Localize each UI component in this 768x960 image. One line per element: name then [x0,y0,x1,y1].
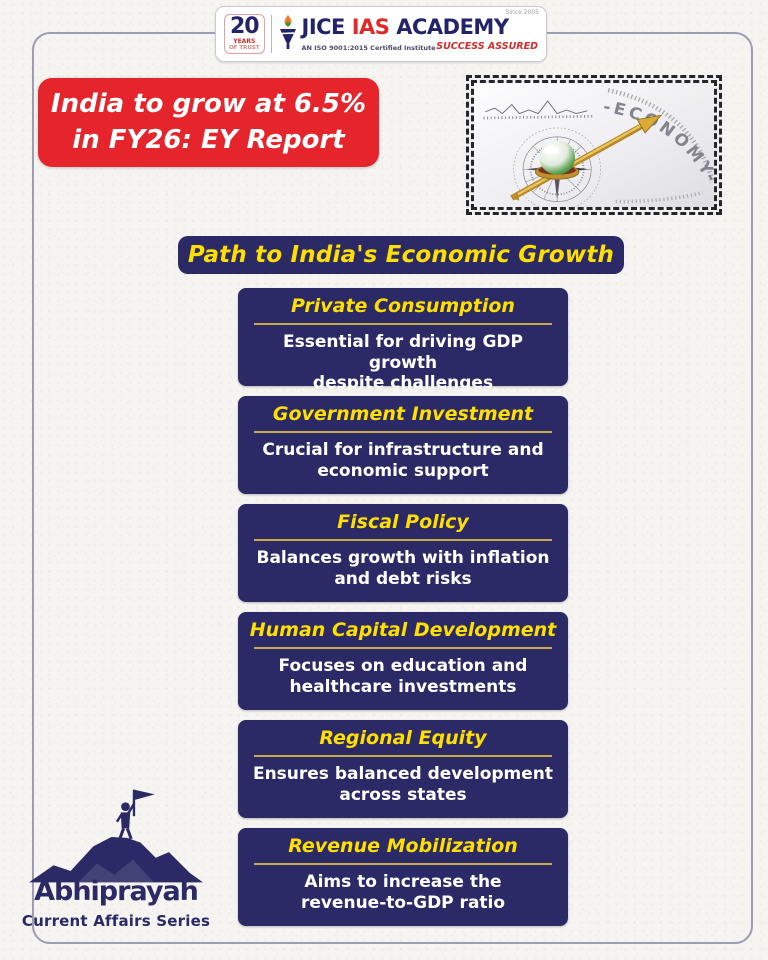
brand-subline: AN ISO 9001:2015 Certified Institute SUC… [302,41,538,52]
years-label: YEARS [233,38,256,46]
section-title: Path to India's Economic Growth [178,236,624,274]
card-divider [254,754,552,757]
compass-illustration: -ECONOMY- [474,83,714,207]
golden-arrow [510,114,663,201]
compass-orb [534,140,580,180]
card-title: Human Capital Development [249,619,557,641]
economy-compass-frame: -ECONOMY- [471,80,717,210]
card-fiscal-policy: Fiscal Policy Balances growth with infla… [238,504,568,602]
vertical-divider [270,15,272,53]
headline-banner: India to grow at 6.5% in FY26: EY Report [38,78,379,167]
brand-jice: JICE [301,14,346,39]
card-body: Ensures balanced development across stat… [252,763,554,805]
card-title: Private Consumption [291,295,515,317]
years-of-trust-badge: 20 YEARS OF TRUST [224,14,265,54]
card-government-investment: Government Investment Crucial for infras… [238,396,568,494]
seismograph-line [485,100,588,115]
brand-ias: IAS [351,14,390,39]
card-body: Crucial for infrastructure and economic … [262,439,544,481]
card-title: Regional Equity [319,727,487,749]
current-affairs-series-label: Current Affairs Series [21,912,211,930]
headline-line2: in FY26: EY Report [72,124,345,155]
torch-icon [278,14,298,54]
card-private-consumption: Private Consumption Essential for drivin… [238,288,568,393]
brand-name: JICE IAS ACADEMY [301,14,538,39]
card-body: Focuses on education and healthcare inve… [278,655,528,697]
card-body: Balances growth with inflation and debt … [256,547,550,589]
card-body: Essential for driving GDP growth despite… [282,331,524,394]
card-divider [254,862,552,865]
brand-academy: ACADEMY [396,14,509,39]
abhiprayah-logo: Abhiprayah Current Affairs Series [14,784,218,930]
headline-line1: India to grow at 6.5% [50,89,367,120]
brand-header: Since 2005 20 YEARS OF TRUST JICE IAS AC… [215,6,547,62]
success-assured-tagline: SUCCESS ASSURED [436,40,538,52]
card-title: Government Investment [272,403,534,425]
card-divider [254,538,552,541]
trust-label: OF TRUST [229,45,260,52]
card-body: Aims to increase the revenue-to-GDP rati… [300,871,506,913]
abhiprayah-wordmark: Abhiprayah [34,876,199,907]
card-divider [254,430,552,433]
card-divider [254,646,552,649]
card-title: Fiscal Policy [337,511,469,533]
economy-compass-image: -ECONOMY- [466,75,722,215]
card-regional-equity: Regional Equity Ensures balanced develop… [238,720,568,818]
card-revenue-mobilization: Revenue Mobilization Aims to increase th… [238,828,568,926]
years-number: 20 [229,14,260,40]
iso-certification-text: AN ISO 9001:2015 Certified Institute [301,43,436,52]
card-title: Revenue Mobilization [288,835,518,857]
card-human-capital-development: Human Capital Development Focuses on edu… [238,612,568,710]
card-divider [254,322,552,325]
brand-text: JICE IAS ACADEMY AN ISO 9001:2015 Certif… [301,14,538,52]
since-note: Since 2005 [505,9,539,16]
growth-cards: Private Consumption Essential for drivin… [238,288,568,926]
mountain-climber-icon [29,789,203,883]
